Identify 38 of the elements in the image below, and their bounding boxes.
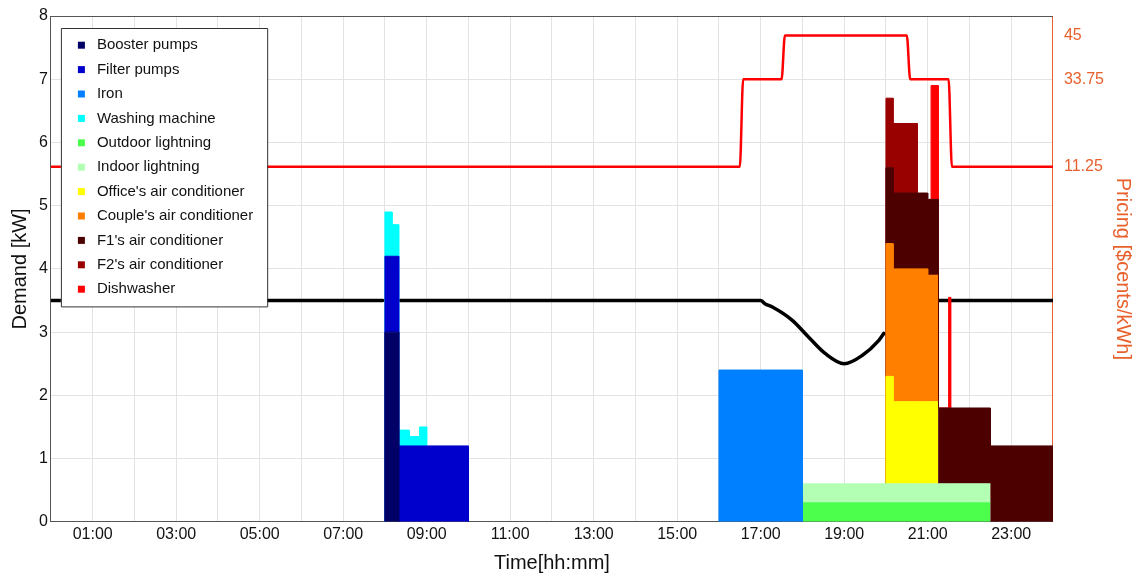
x-tick-label: 19:00 bbox=[824, 524, 865, 542]
legend-label: Dishwasher bbox=[96, 279, 176, 297]
legend-label: Washing machine bbox=[96, 108, 216, 126]
y-tick-label: 7 bbox=[38, 69, 48, 87]
legend-label: Indoor lightning bbox=[96, 157, 200, 175]
legend-label: Couple's air conditioner bbox=[96, 206, 254, 224]
y2-tick-label: 11.25 bbox=[1063, 157, 1103, 175]
y-axis-title: Demand [kW] bbox=[7, 208, 30, 330]
x-tick-label: 23:00 bbox=[991, 524, 1032, 542]
legend-label: Booster pumps bbox=[96, 35, 198, 53]
x-tick-label: 09:00 bbox=[406, 524, 447, 542]
x-tick-label: 11:00 bbox=[490, 524, 530, 542]
legend-label: Office's air conditioner bbox=[96, 181, 245, 199]
y2-axis-title: Pricing [$cents/kWh] bbox=[1113, 177, 1136, 361]
y-tick-label: 4 bbox=[38, 259, 48, 277]
legend-label: Iron bbox=[96, 84, 123, 102]
x-tick-label: 01:00 bbox=[72, 524, 113, 542]
y-tick-label: 6 bbox=[38, 132, 48, 150]
y-tick-label: 5 bbox=[38, 196, 48, 214]
y-tick-label: 2 bbox=[38, 385, 48, 403]
legend-label: Outdoor lightning bbox=[96, 132, 212, 150]
legend-label: F1's air conditioner bbox=[96, 230, 224, 248]
x-tick-label: 15:00 bbox=[657, 524, 698, 542]
x-tick-label: 17:00 bbox=[740, 524, 781, 542]
y-tick-label: 1 bbox=[38, 448, 48, 466]
y2-tick-label: 45 bbox=[1063, 25, 1082, 43]
legend-label: Filter pumps bbox=[96, 59, 180, 77]
legend-label: F2's air conditioner bbox=[96, 254, 224, 272]
x-tick-label: 13:00 bbox=[573, 524, 614, 542]
x-tick-label: 03:00 bbox=[156, 524, 197, 542]
y-tick-label: 8 bbox=[38, 6, 48, 24]
y-tick-label: 0 bbox=[38, 512, 48, 530]
x-tick-label: 21:00 bbox=[907, 524, 948, 542]
y-tick-label: 3 bbox=[38, 322, 48, 340]
x-axis-title: Time[hh:mm] bbox=[493, 550, 610, 573]
x-tick-label: 07:00 bbox=[323, 524, 364, 542]
y2-tick-label: 33.75 bbox=[1063, 69, 1105, 87]
x-tick-label: 05:00 bbox=[239, 524, 280, 542]
